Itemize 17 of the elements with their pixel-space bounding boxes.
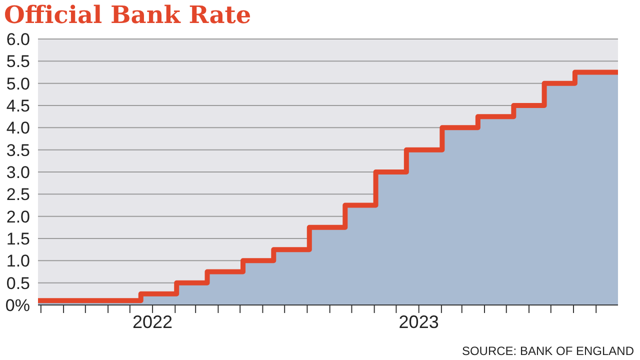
y-tick-label: 1.5 xyxy=(6,230,30,249)
y-tick-label: 2.0 xyxy=(6,207,30,226)
source-note: SOURCE: BANK OF ENGLAND xyxy=(462,344,634,358)
chart-title: Official Bank Rate xyxy=(4,0,252,29)
x-tick-label: 2022 xyxy=(132,312,173,332)
y-tick-label: 1.0 xyxy=(6,252,30,271)
y-tick-label: 2.5 xyxy=(6,185,30,204)
y-tick-label: 5.0 xyxy=(6,74,30,94)
x-tick-label: 2023 xyxy=(398,312,439,332)
y-tick-label: 4.5 xyxy=(6,96,30,116)
y-tick-label: 5.5 xyxy=(6,52,30,72)
y-tick-label: 3.0 xyxy=(6,163,30,182)
y-tick-label: 4.0 xyxy=(6,118,30,138)
y-tick-label: 0.5 xyxy=(6,274,30,293)
y-tick-label: 0% xyxy=(5,296,30,316)
y-tick-label: 6.0 xyxy=(6,30,30,50)
y-tick-label: 3.5 xyxy=(6,140,30,160)
